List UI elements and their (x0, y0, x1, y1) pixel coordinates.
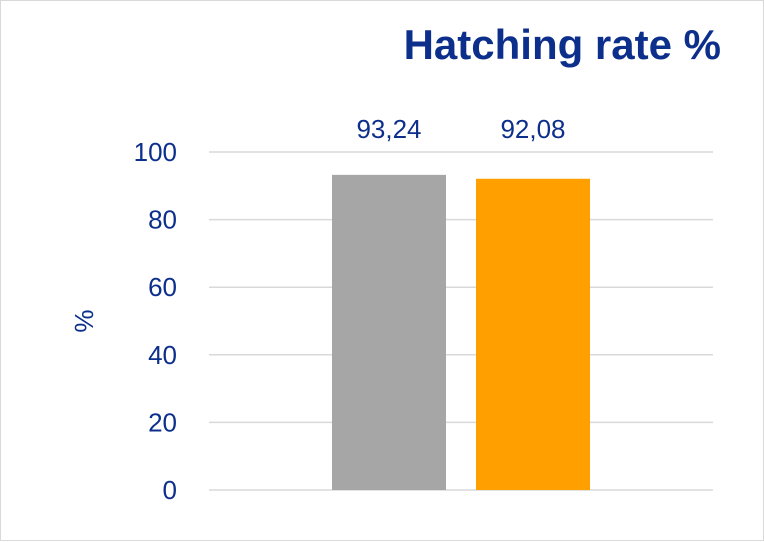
bars (332, 174, 590, 491)
data-labels: 93,24 92,08 (356, 114, 565, 144)
chart-title: Hatching rate % (404, 21, 721, 68)
bar (476, 178, 590, 491)
y-axis-label: % (69, 309, 99, 332)
y-tick-label: 80 (148, 205, 177, 235)
bar (332, 174, 446, 490)
y-tick-labels: 0 20 40 60 80 100 (134, 137, 177, 505)
gridlines (209, 151, 713, 491)
data-label: 92,08 (500, 114, 565, 144)
data-label: 93,24 (356, 114, 421, 144)
y-tick-label: 100 (134, 137, 177, 167)
y-tick-label: 40 (148, 340, 177, 370)
y-tick-label: 60 (148, 272, 177, 302)
y-tick-label: 20 (148, 407, 177, 437)
y-tick-label: 0 (163, 475, 177, 505)
